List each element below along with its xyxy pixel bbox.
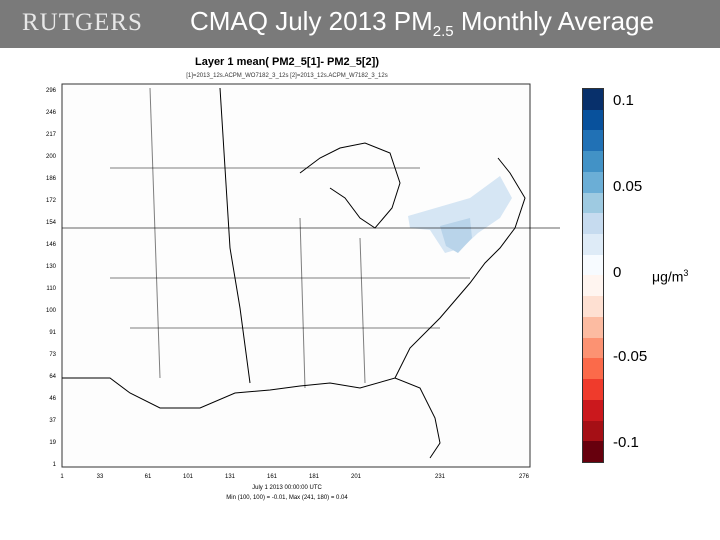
plot-footer-date: July 1 2013 00:00:00 UTC [252, 485, 322, 491]
colorbar-label: 0.05 [613, 178, 643, 195]
unit-main: μg/m [652, 268, 684, 285]
colorbar-segment [583, 213, 603, 235]
y-tick: 91 [49, 330, 56, 336]
colorbar-label: -0.1 [613, 434, 639, 451]
unit-sup: 3 [683, 268, 689, 278]
y-tick: 186 [46, 176, 57, 182]
colorbar-segment [583, 379, 603, 400]
y-tick: 46 [49, 396, 56, 402]
map-frame [61, 83, 531, 468]
y-tick: 246 [46, 110, 57, 116]
y-tick: 100 [46, 308, 57, 314]
x-ticks: 1 33 61 101 131 161 181 201 231 276 [60, 474, 529, 480]
x-tick: 231 [435, 474, 446, 480]
colorbar-segment [583, 316, 603, 338]
title-main: CMAQ July 2013 PM [190, 6, 433, 36]
plot-subtitle: [1]=2013_12s.ACPM_WO7182_3_12s [2]=2013_… [186, 73, 387, 79]
colorbar-segment [583, 275, 603, 297]
y-tick: 37 [49, 418, 56, 424]
y-tick: 146 [46, 242, 57, 248]
x-tick: 201 [351, 474, 362, 480]
colorbar-segment [583, 234, 603, 255]
rutgers-logo: RUTGERS [22, 9, 143, 36]
header-bar: RUTGERS CMAQ July 2013 PM2.5 Monthly Ave… [0, 0, 720, 48]
colorbar-segment [583, 337, 603, 359]
colorbar-segment [583, 399, 603, 421]
colorbar-segment [583, 171, 603, 193]
y-tick: 64 [49, 374, 56, 380]
colorbar-segment [583, 151, 603, 172]
northeast-shading [408, 176, 512, 253]
colorbar-segment [583, 441, 603, 462]
y-tick: 172 [46, 198, 57, 204]
x-tick: 161 [267, 474, 278, 480]
colorbar-segment [583, 130, 603, 152]
colorbar-label: -0.05 [613, 348, 648, 365]
plot-footer-minmax: Min (100, 100) = -0.01, Max (241, 180) =… [226, 495, 348, 501]
colorbar-segment [583, 109, 603, 131]
x-tick: 1 [60, 474, 64, 480]
y-tick: 73 [49, 352, 56, 358]
colorbar [582, 88, 604, 463]
y-tick: 154 [46, 220, 57, 226]
x-tick: 276 [519, 474, 530, 480]
colorbar-segment [583, 420, 603, 442]
map-plot: Layer 1 mean( PM2_5[1]- PM2_5[2]) [1]=20… [46, 56, 560, 501]
y-tick: 110 [46, 286, 56, 292]
colorbar-label: 0 [613, 264, 622, 281]
page-title: CMAQ July 2013 PM2.5 Monthly Average [190, 6, 654, 40]
x-tick: 61 [145, 474, 152, 480]
colorbar-segment [583, 358, 603, 380]
title-sub: 2.5 [432, 23, 454, 41]
map-borders [62, 87, 560, 459]
x-tick: 101 [183, 474, 194, 480]
northeast-shading-darker [440, 218, 472, 253]
y-tick: 130 [46, 264, 57, 270]
y-tick: 19 [49, 440, 56, 446]
colorbar-label: 0.1 [613, 92, 634, 109]
title-end: Monthly Average [453, 6, 655, 36]
y-tick: 296 [46, 88, 57, 94]
plot-title: Layer 1 mean( PM2_5[1]- PM2_5[2]) [195, 56, 379, 68]
y-tick: 1 [53, 462, 57, 468]
colorbar-segment [583, 192, 603, 214]
x-tick: 33 [97, 474, 104, 480]
colorbar-segment [583, 254, 603, 276]
x-tick: 131 [225, 474, 236, 480]
colorbar-unit: μg/m3 [652, 268, 688, 285]
y-tick: 200 [46, 154, 57, 160]
y-tick: 217 [46, 132, 57, 138]
y-ticks: 296 246 217 200 186 172 154 146 130 110 … [46, 88, 57, 468]
colorbar-segment [583, 296, 603, 317]
colorbar-segment [583, 89, 603, 110]
x-tick: 181 [309, 474, 320, 480]
